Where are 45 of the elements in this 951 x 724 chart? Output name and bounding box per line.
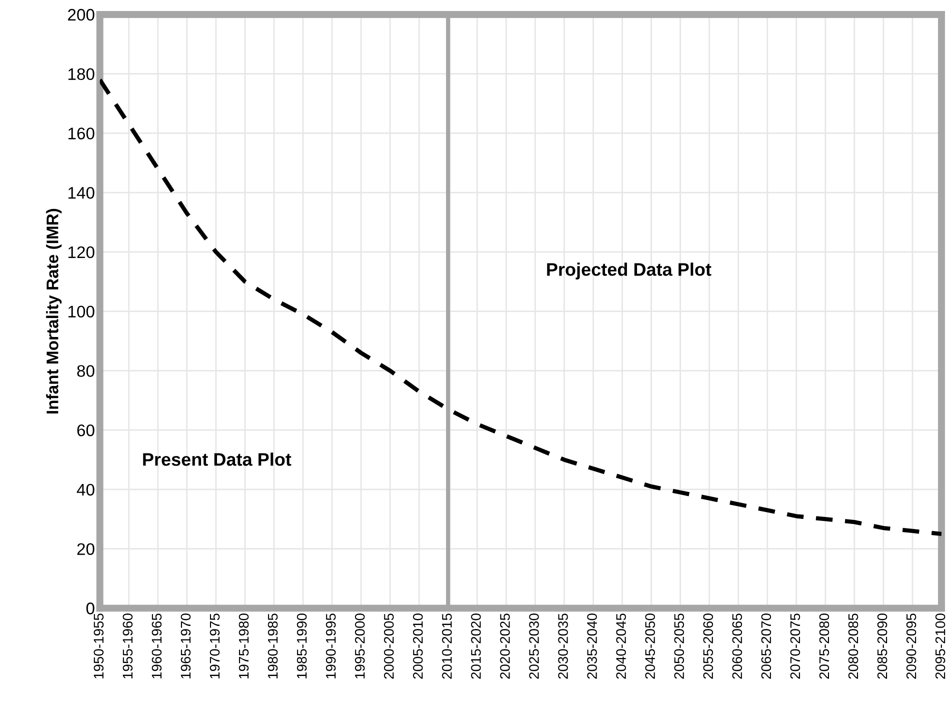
y-tick-label: 120: [68, 246, 94, 258]
x-tick-label: 2040-2045: [616, 614, 626, 679]
y-tick-label: 40: [76, 484, 94, 496]
x-tick-label: 1985-1990: [296, 614, 307, 678]
x-tick-label: 2025-2030: [529, 614, 539, 679]
line-series: [100, 78, 942, 536]
x-tick-label: 1955-1960: [122, 614, 133, 678]
x-tick-label: 2050-2055: [674, 614, 684, 679]
x-tick-label: 2035-2040: [587, 614, 597, 679]
x-tick-label: 1975-1980: [238, 614, 249, 678]
x-tick-label: 2055-2060: [703, 614, 714, 679]
x-tick-label: 2020-2025: [500, 614, 510, 679]
x-tick-label: 2010-2015: [442, 614, 452, 679]
y-tick-label: 80: [77, 365, 94, 377]
x-tick-label: 2070-2075: [790, 614, 800, 679]
x-tick-label: 2000-2005: [384, 614, 394, 679]
x-tick-label: 2015-2020: [471, 614, 481, 679]
x-tick-label: 1965-1970: [180, 614, 191, 678]
x-tick-label: 2095-2100: [935, 614, 946, 679]
y-axis-title: Infant Mortality Rate (IMR): [46, 208, 62, 414]
x-tick-label: 1970-1975: [210, 614, 220, 678]
y-tick-label: 100: [68, 306, 94, 318]
x-tick-label: 1980-1985: [268, 614, 278, 678]
x-tick-label: 1990-1995: [326, 614, 336, 678]
y-tick-label: 180: [68, 68, 94, 80]
x-tick-label: 2065-2070: [761, 614, 772, 679]
y-tick-label: 140: [68, 186, 94, 199]
annotation: Present Data Plot: [143, 452, 292, 466]
y-tick-label: 20: [77, 543, 94, 555]
x-tick-label: 1995-2000: [354, 614, 365, 678]
y-tick-label: 200: [68, 8, 94, 21]
x-tick-label: 2030-2035: [558, 614, 568, 679]
x-tick-label: 2080-2085: [848, 614, 858, 679]
x-tick-label: 2075-2080: [819, 614, 830, 679]
annotation: Projected Data Plot: [547, 262, 712, 280]
x-tick-label: 2060-2065: [732, 614, 742, 679]
x-tick-label: 2090-2095: [906, 614, 916, 679]
y-tick-label: 160: [68, 128, 94, 140]
y-tick-label: 60: [77, 424, 94, 436]
x-tick-label: 2005-2010: [412, 614, 423, 679]
x-tick-label: 1950-1955: [94, 614, 104, 678]
x-tick-label: 2045-2050: [645, 614, 655, 679]
x-tick-label: 1960-1965: [152, 614, 162, 678]
y-tick-label: 0: [86, 602, 94, 614]
x-tick-label: 2085-2090: [877, 614, 888, 679]
